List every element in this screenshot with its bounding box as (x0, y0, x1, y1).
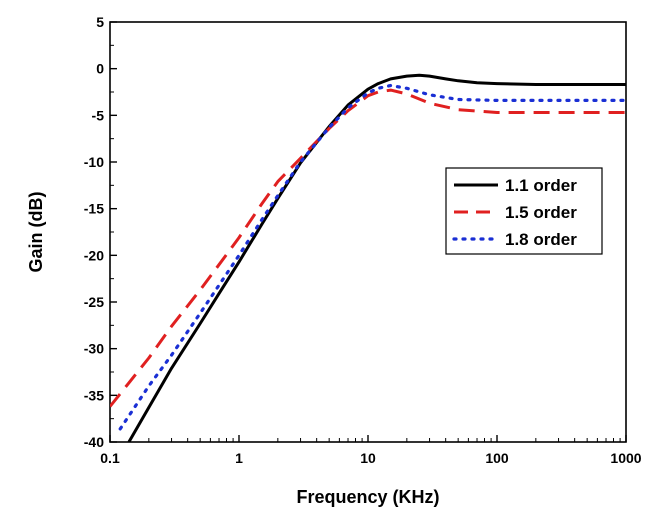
x-tick-label: 0.1 (100, 450, 120, 466)
series-line-2 (110, 88, 626, 408)
x-tick-label: 1000 (610, 450, 641, 466)
tick-labels: 0.1 1 10 100 1000 5 0 -5 -10 -15 -20 -25 -30 -35 -40 (84, 14, 642, 466)
y-tick-label: -20 (84, 247, 104, 263)
y-axis-label: Gain (dB) (26, 192, 46, 273)
y-tick-label: 0 (96, 61, 104, 77)
legend-box (445, 167, 603, 255)
legend-label-2: 1.5 order (505, 203, 577, 222)
y-tick-label: -10 (84, 154, 104, 170)
y-tick-label: -30 (84, 341, 104, 357)
x-tick-label: 10 (360, 450, 376, 466)
x-tick-label: 100 (485, 450, 509, 466)
axis-ticks (109, 21, 627, 443)
series-line-1 (127, 73, 626, 442)
legend-label-3: 1.8 order (505, 230, 577, 249)
legend-label-1: 1.1 order (505, 176, 577, 195)
series-line-3 (118, 83, 626, 431)
y-tick-label: -25 (84, 294, 104, 310)
y-tick-label: 5 (96, 14, 104, 30)
x-tick-label: 1 (235, 450, 243, 466)
series-curves (110, 73, 626, 442)
legend: 1.1 order 1.5 order 1.8 order (445, 167, 603, 255)
y-tick-label: -15 (84, 201, 104, 217)
x-axis-label: Frequency (KHz) (296, 487, 439, 507)
y-tick-label: -40 (84, 434, 104, 450)
y-tick-label: -35 (84, 387, 104, 403)
y-tick-label: -5 (92, 107, 105, 123)
